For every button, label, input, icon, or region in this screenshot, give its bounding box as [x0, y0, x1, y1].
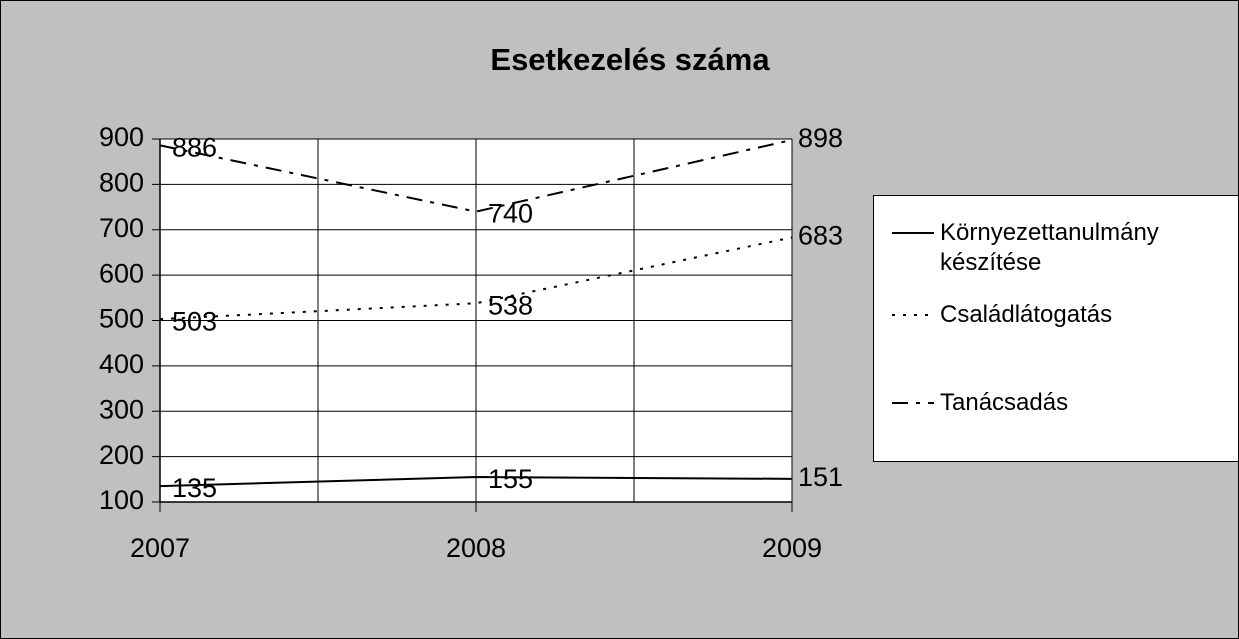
data-label: 503	[172, 306, 217, 336]
x-tick-label: 2009	[762, 533, 822, 563]
chart-title: Esetkezelés száma	[490, 42, 770, 77]
data-label: 135	[172, 473, 217, 503]
legend-swatch	[892, 314, 934, 316]
x-tick-label: 2007	[130, 533, 190, 563]
y-tick-label: 400	[99, 349, 144, 379]
y-tick-label: 200	[99, 440, 144, 470]
y-tick-label: 100	[99, 485, 144, 515]
legend-label: Tanácsadás	[940, 389, 1069, 416]
y-tick-label: 800	[99, 168, 144, 198]
y-tick-label: 700	[99, 213, 144, 243]
series-line	[159, 476, 793, 488]
legend-swatch	[892, 232, 934, 234]
data-label: 683	[798, 221, 843, 251]
data-label: 538	[488, 290, 533, 320]
y-tick-label: 300	[99, 394, 144, 424]
legend-swatch	[892, 402, 934, 404]
legend: Környezettanulmány készítése Családlátoga…	[873, 195, 1239, 462]
legend-label: Környezettanulmány készítése	[940, 219, 1159, 276]
y-tick-label: 500	[99, 304, 144, 334]
data-label: 155	[488, 464, 533, 494]
y-tick-label: 600	[99, 258, 144, 288]
x-tick-label: 2008	[446, 533, 506, 563]
y-tick-label: 900	[99, 122, 144, 152]
data-label: 886	[172, 132, 217, 162]
data-label: 740	[488, 199, 533, 229]
legend-label: Családlátogatás	[940, 301, 1113, 328]
data-label: 151	[798, 462, 843, 492]
data-label: 898	[798, 123, 843, 153]
